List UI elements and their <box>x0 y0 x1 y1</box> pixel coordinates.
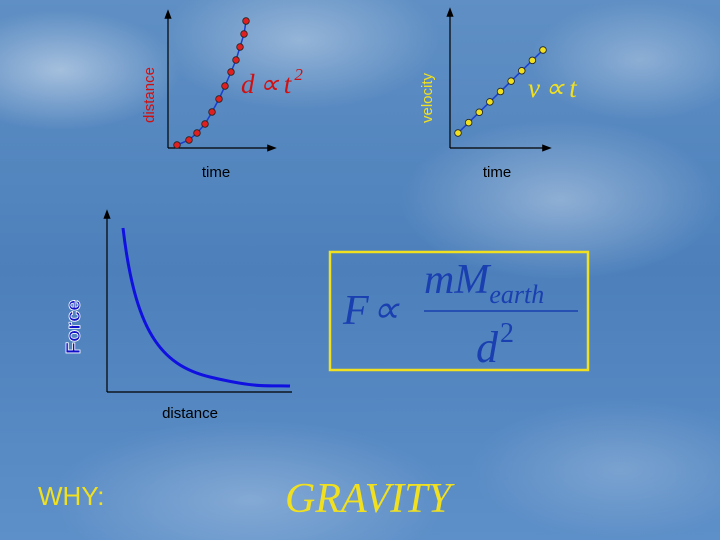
numerator: mMearth <box>424 257 544 309</box>
gravity-formula: F ∝ mMearth d2 <box>328 250 590 372</box>
x-label: time <box>483 164 511 181</box>
formula-box <box>328 250 590 372</box>
point <box>464 118 473 127</box>
relation: v ∝ t <box>528 73 578 103</box>
force-distance-graph: Force distance <box>63 209 292 422</box>
denominator: d2 <box>476 318 514 372</box>
point <box>232 56 240 64</box>
footer-title: GRAVITY <box>285 476 456 522</box>
point <box>227 68 235 76</box>
footer-left: WHY: <box>38 481 104 511</box>
denominator-exponent: 2 <box>500 318 514 349</box>
formula-symbol: ∝ <box>372 289 400 331</box>
point <box>221 82 229 90</box>
y-label: velocity <box>419 72 436 123</box>
point <box>528 56 537 65</box>
x-label: distance <box>162 405 218 422</box>
y-label: Force <box>63 300 85 354</box>
relation-rhs: t <box>569 73 578 103</box>
point <box>201 120 209 128</box>
relation-symbol: ∝ <box>260 69 280 99</box>
denominator-main: d <box>476 323 499 372</box>
point <box>236 43 244 51</box>
relation-lhs: d <box>241 69 255 99</box>
curve <box>121 227 291 388</box>
formula-lhs: F <box>342 288 369 334</box>
velocity-time-graph: velocity time v ∝ t <box>419 7 578 181</box>
curve <box>176 20 247 146</box>
point <box>185 136 193 144</box>
relation-lhs: v <box>528 73 540 103</box>
numerator-main: mM <box>424 257 491 303</box>
point <box>486 98 494 106</box>
relation-base: t <box>284 69 293 99</box>
point <box>539 46 547 54</box>
point <box>193 129 201 137</box>
relation-exponent: 2 <box>294 65 303 84</box>
point <box>518 67 526 75</box>
point <box>215 95 223 103</box>
point <box>454 129 462 137</box>
numerator-subscript: earth <box>489 280 544 309</box>
point <box>173 141 181 149</box>
point <box>242 17 250 25</box>
point <box>240 30 248 38</box>
point <box>208 108 216 116</box>
relation: d ∝ t 2 <box>241 65 303 99</box>
point <box>475 108 483 116</box>
y-label: distance <box>141 67 158 123</box>
point <box>507 77 515 85</box>
relation-symbol: ∝ <box>545 73 565 103</box>
x-label: time <box>202 164 230 181</box>
point <box>496 87 505 96</box>
